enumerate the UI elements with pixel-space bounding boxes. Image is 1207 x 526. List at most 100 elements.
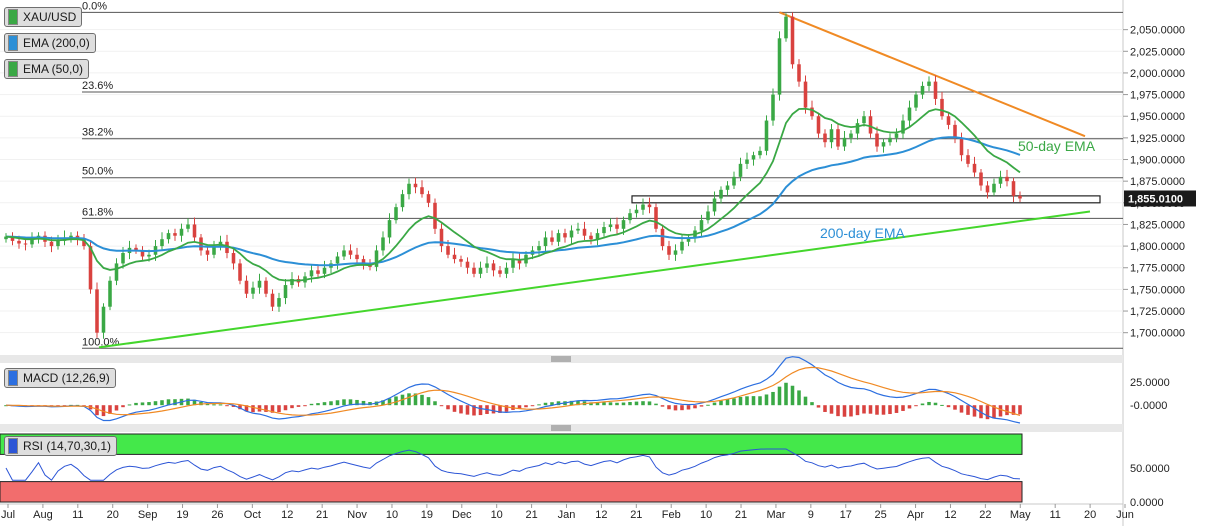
panel-divider-2[interactable]	[0, 424, 1123, 432]
candle-body	[1018, 195, 1022, 199]
candle-body	[283, 285, 288, 299]
x-tick-label: May	[1010, 509, 1031, 521]
macd-histogram-bar	[868, 405, 873, 414]
macd-histogram-bar	[160, 400, 164, 406]
candle-body	[621, 220, 626, 229]
candle-body	[823, 133, 827, 143]
candle-body	[108, 280, 112, 307]
macd-histogram-bar	[738, 396, 743, 406]
legend-macd[interactable]: MACD (12,26,9)	[4, 368, 116, 388]
legend-ema200[interactable]: EMA (200,0)	[4, 33, 96, 53]
macd-histogram-bar	[335, 400, 340, 406]
ema200-annotation: 200-day EMA	[820, 225, 905, 241]
candle-body	[251, 287, 255, 294]
macd-histogram-bar	[277, 405, 281, 413]
candle-body	[634, 209, 639, 214]
macd-histogram-bar	[342, 399, 346, 406]
candle-body	[667, 246, 671, 255]
candle-body	[394, 207, 398, 221]
y-tick-label: 1,700.0000	[1130, 328, 1185, 340]
macd-histogram-bar	[901, 405, 905, 411]
ema50-annotation: 50-day EMA	[1018, 138, 1096, 154]
macd-histogram-bar	[530, 405, 535, 407]
legend-rsi[interactable]: RSI (14,70,30,1)	[4, 436, 118, 456]
macd-histogram-bar	[907, 405, 912, 409]
macd-histogram-bar	[862, 405, 866, 414]
candle-body	[589, 235, 593, 240]
macd-histogram-bar	[719, 400, 723, 406]
fib-label: 61.8%	[82, 206, 113, 218]
x-tick-label: 21	[316, 509, 328, 521]
macd-histogram-bar	[361, 400, 366, 406]
candle-body	[966, 155, 970, 164]
x-tick-label: 20	[1084, 509, 1096, 521]
macd-histogram-bar	[303, 405, 307, 407]
candle-body	[433, 202, 437, 229]
candle-body	[998, 176, 1003, 184]
x-tick-label: 21	[735, 509, 747, 521]
candle-body	[550, 237, 554, 242]
panel-divider-1[interactable]	[0, 355, 1123, 363]
macd-histogram-bar	[699, 405, 704, 407]
y-tick-label: 2,025.0000	[1130, 46, 1185, 58]
candle-body	[810, 107, 814, 117]
legend-symbol-label: XAU/USD	[23, 10, 77, 24]
macd-histogram-bar	[816, 405, 821, 408]
candle-body	[959, 137, 964, 156]
candle-body	[894, 133, 899, 138]
candle-body	[992, 183, 996, 193]
x-tick-label: Dec	[452, 509, 472, 521]
candle-body	[901, 120, 905, 134]
candle-body	[647, 204, 652, 208]
x-tick-label: 9	[808, 509, 814, 521]
candle-body	[173, 233, 177, 236]
macd-histogram-bar	[745, 396, 749, 406]
macd-histogram-bar	[667, 405, 671, 410]
candle-body	[134, 247, 138, 251]
macd-y-tick-label: 25.0000	[1130, 377, 1170, 389]
macd-histogram-bar	[621, 402, 626, 406]
macd-histogram-bar	[998, 405, 1003, 417]
candle-body	[927, 81, 931, 86]
x-tick-label: 22	[979, 509, 991, 521]
candle-body	[1005, 176, 1009, 182]
macd-histogram-bar	[550, 402, 554, 406]
macd-histogram-bar	[712, 402, 717, 406]
macd-histogram-bar	[933, 402, 938, 406]
macd-histogram-bar	[725, 399, 730, 406]
candle-body	[680, 241, 684, 251]
macd-histogram-bar	[134, 402, 138, 406]
x-tick-label: 21	[630, 509, 642, 521]
y-tick-label: 1,900.0000	[1130, 155, 1185, 167]
macd-histogram-bar	[654, 403, 658, 406]
macd-histogram-bar	[764, 394, 769, 406]
macd-histogram-bar	[225, 405, 229, 407]
candle-body	[972, 163, 977, 173]
candle-body	[114, 263, 119, 281]
macd-histogram-bar	[647, 401, 652, 406]
macd-histogram-bar	[244, 405, 249, 412]
legend-ema50[interactable]: EMA (50,0)	[4, 59, 90, 79]
rsi-overbought-zone	[0, 433, 1023, 455]
macd-histogram-bar	[101, 405, 106, 417]
candle-body	[452, 254, 457, 260]
macd-histogram-bar	[439, 405, 444, 407]
legend-symbol[interactable]: XAU/USD	[4, 7, 83, 27]
macd-histogram-bar	[387, 398, 392, 406]
support-trendline	[98, 210, 1091, 349]
candle-body	[595, 233, 600, 240]
candle-body	[504, 267, 509, 274]
fib-label: 0.0%	[82, 0, 107, 12]
macd-histogram-bar	[238, 405, 242, 410]
macd-histogram-bar	[784, 382, 788, 406]
macd-histogram-bar	[946, 405, 951, 408]
macd-histogram-bar	[706, 404, 710, 406]
macd-histogram-bar	[836, 405, 840, 417]
macd-histogram-bar	[283, 405, 288, 411]
candle-body	[459, 259, 463, 262]
macd-histogram-bar	[751, 396, 756, 406]
x-tick-label: Mar	[766, 509, 785, 521]
candle-body	[543, 237, 548, 247]
candle-body	[712, 198, 717, 212]
